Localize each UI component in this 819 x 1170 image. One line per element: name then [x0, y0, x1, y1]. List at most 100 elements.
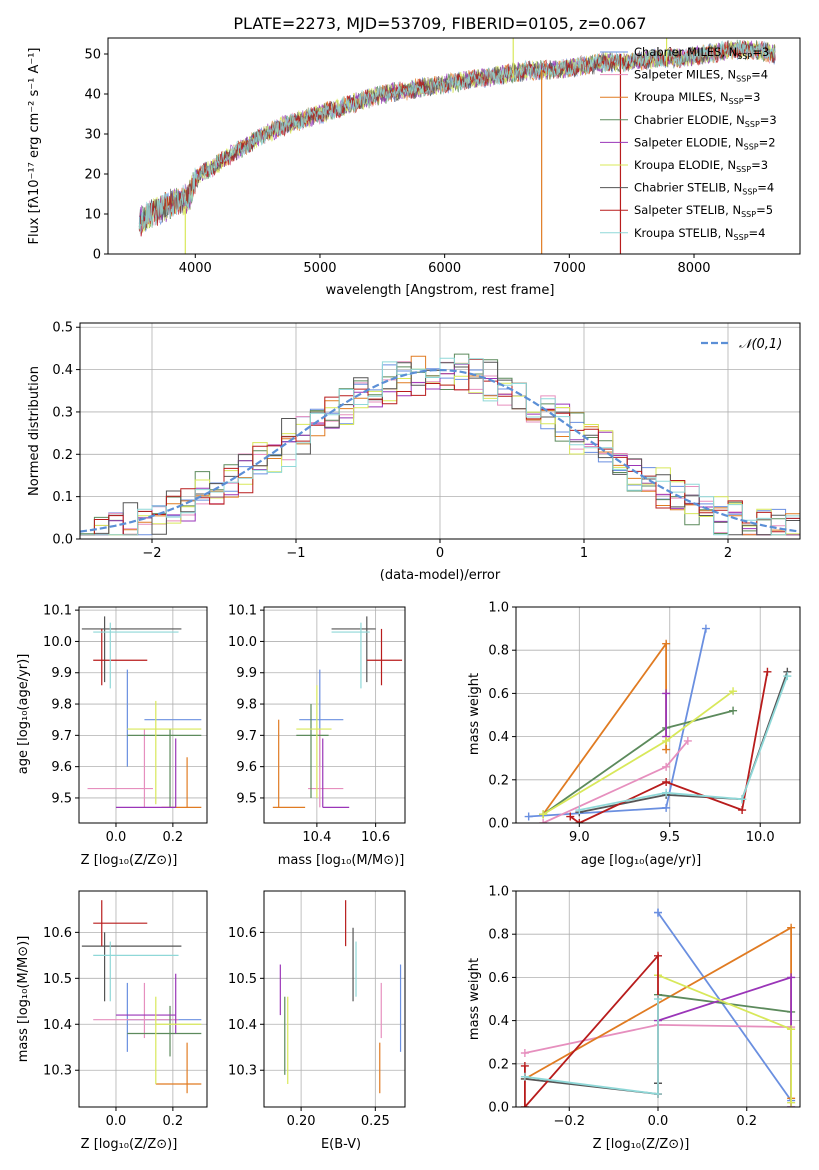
histogram-ylabel: Normed distribution: [27, 366, 42, 496]
y-tick-label: 10.5: [228, 972, 257, 987]
weight-line-chabrier_elodie: [657, 993, 792, 1013]
y-tick-label: 0.5: [52, 321, 73, 336]
legend-label-kroupa_miles: Kroupa MILES, NSSP=3: [634, 90, 760, 106]
weight-marker-kroupa_stelib: [783, 672, 792, 681]
y-tick-label: 0.0: [488, 817, 509, 832]
y-tick-label: 0.0: [52, 533, 73, 548]
plot-area: [272, 616, 403, 808]
plot-area: [138, 38, 776, 254]
y-tick-label: 10.3: [43, 1064, 72, 1079]
x-tick-label: 2: [724, 546, 732, 561]
weight-line-kroupa_stelib: [579, 675, 789, 811]
weight-marker-chabrier_miles: [654, 908, 662, 917]
z-mass-xlabel: Z [log₁₀(Z/Z⊙)]: [81, 1137, 178, 1152]
weight-marker-salpeter_stelib: [566, 812, 575, 821]
x-tick-label: 9.5: [659, 830, 680, 845]
spectrum-xlabel: wavelength [Angstrom, rest frame]: [326, 283, 555, 298]
z-age-xlabel: Z [log₁₀(Z/Z⊙)]: [81, 853, 178, 868]
weight-marker-salpeter_stelib: [654, 951, 662, 960]
z-weight-xlabel: Z [log₁₀(Z/Z⊙)]: [593, 1137, 690, 1152]
x-tick-label: 1: [580, 546, 588, 561]
spectrum-plot: 4000 5000 6000 7000 8000 0 10 20 30 40 50 Chabrier …: [84, 37, 801, 276]
axes-frame: 0.20 0.25 10.3 10.4 10.5 10.6: [228, 890, 406, 1129]
y-tick-label: 10.6: [43, 926, 72, 941]
weight-marker-kroupa_elodie: [787, 1098, 796, 1107]
weight-line-chabrier_stelib: [579, 671, 789, 814]
y-tick-label: 10.1: [43, 604, 72, 619]
weight-marker-salpeter_elodie: [787, 973, 796, 982]
legend-label-chabrier_stelib: Chabrier STELIB, NSSP=4: [634, 181, 774, 197]
weight-marker-chabrier_miles: [524, 812, 533, 821]
ebv-mass-xlabel: E(B-V): [321, 1137, 361, 1152]
axes-border: [263, 890, 406, 1108]
plot-area: [81, 616, 202, 808]
y-tick-label: 0.2: [52, 448, 73, 463]
plot-area: [520, 908, 796, 1107]
y-tick-label: 0: [93, 248, 101, 263]
legend-label-salpeter_stelib: Salpeter STELIB, NSSP=5: [634, 203, 773, 219]
weight-marker-salpeter_stelib: [763, 667, 772, 676]
y-tick-label: 10.6: [228, 926, 257, 941]
residual-histogram-plot: −2 −1 0 1 2 0.0 0.1 0.2 0.3 0.4 0.5 𝒩(0,1): [52, 321, 801, 561]
axes-frame: −2 −1 0 1 2 0.0 0.1 0.2 0.3 0.4 0.5: [52, 321, 801, 561]
y-tick-label: 10.1: [228, 604, 257, 619]
spectrum-legend: Chabrier MILES, NSSP=3 Salpeter MILES, NS…: [600, 45, 777, 242]
weight-marker-kroupa_stelib: [520, 1072, 529, 1081]
axes-border: [515, 606, 801, 824]
x-tick-label: 0.25: [361, 1114, 390, 1129]
legend-label-chabrier_elodie: Chabrier ELODIE, NSSP=3: [634, 113, 777, 129]
x-tick-label: −0.2: [553, 1114, 585, 1129]
y-tick-label: 0.4: [488, 1014, 509, 1029]
weight-marker-kroupa_elodie: [787, 1025, 796, 1034]
spectrum-title: PLATE=2273, MJD=53709, FIBERID=0105, z=0…: [233, 14, 646, 33]
y-tick-label: 9.8: [51, 698, 72, 713]
y-tick-label: 10.3: [228, 1064, 257, 1079]
x-tick-label: 10.0: [746, 830, 775, 845]
y-tick-label: 9.6: [51, 760, 72, 775]
y-tick-label: 10.5: [43, 972, 72, 987]
x-tick-label: −1: [286, 546, 305, 561]
y-tick-label: 0.2: [488, 1057, 509, 1072]
spectrum-ylabel: Flux [fλ10⁻¹⁷ erg cm⁻² s⁻¹ A⁻¹]: [27, 48, 42, 245]
weight-marker-kroupa_miles: [662, 639, 671, 648]
normal-curve: [80, 368, 798, 533]
histogram-steps-kroupa_stelib: [80, 357, 800, 536]
y-tick-label: 9.7: [51, 729, 72, 744]
plot-area: [80, 353, 800, 536]
x-tick-label: 0.0: [106, 830, 127, 845]
x-tick-label: 10.4: [302, 830, 331, 845]
weight-marker-salpeter_miles: [520, 1049, 529, 1057]
weight-marker-chabrier_miles: [662, 803, 671, 812]
x-tick-label: 8000: [677, 261, 710, 276]
weight-line-kroupa_miles: [542, 640, 667, 815]
y-tick-label: 10.0: [43, 635, 72, 650]
z-mass-plot: 0.0 0.2 10.3 10.4 10.5 10.6: [43, 890, 208, 1129]
histogram-legend: 𝒩(0,1): [701, 337, 782, 352]
y-tick-label: 0.8: [488, 928, 509, 943]
age-weight-ylabel: mass weight: [467, 673, 482, 755]
y-tick-label: 9.8: [236, 698, 257, 713]
y-tick-label: 0.6: [488, 971, 509, 986]
weight-marker-salpeter_stelib: [662, 777, 671, 786]
axes-frame: 10.4 10.6 9.5 9.6 9.7 9.8 9.9 10.0 10.1: [228, 604, 406, 845]
spectrum-line-salpeter_stelib: [138, 40, 776, 237]
z-age-plot: 0.0 0.2 9.5 9.6 9.7 9.8 9.9 10.0 10.1: [43, 604, 208, 845]
histogram-steps-chabrier_miles: [80, 364, 800, 536]
weight-marker-kroupa_stelib: [654, 995, 662, 1003]
axes-frame: 0.0 0.2 9.5 9.6 9.7 9.8 9.9 10.0 10.1: [43, 604, 208, 845]
y-tick-label: 30: [84, 128, 101, 143]
weight-marker-kroupa_stelib: [575, 806, 584, 815]
weight-marker-kroupa_miles: [662, 745, 671, 754]
x-tick-label: 7000: [553, 261, 586, 276]
weight-marker-chabrier_miles: [701, 624, 710, 633]
y-tick-label: 10: [84, 208, 101, 223]
x-tick-label: 4000: [179, 261, 212, 276]
axes-frame: 0.0 0.2 10.3 10.4 10.5 10.6: [43, 890, 208, 1129]
y-tick-label: 10.4: [228, 1018, 257, 1033]
x-tick-label: 0.0: [648, 1114, 669, 1129]
x-tick-label: 9.0: [569, 830, 590, 845]
x-tick-label: 6000: [428, 261, 461, 276]
y-tick-label: 0.2: [488, 773, 509, 788]
legend-label-normal: 𝒩(0,1): [739, 337, 782, 352]
